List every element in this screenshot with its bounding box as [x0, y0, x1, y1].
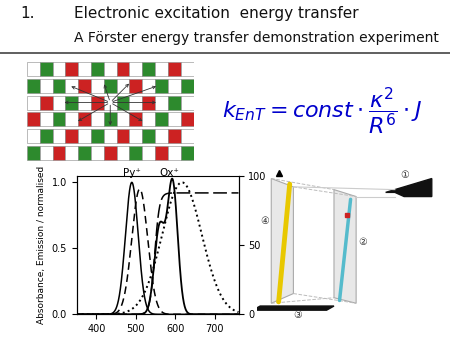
Bar [168, 62, 181, 76]
Bar [78, 129, 91, 143]
Bar [155, 62, 168, 76]
Bar [53, 112, 65, 126]
Bar [40, 96, 53, 110]
Bar [117, 62, 130, 76]
Bar [104, 96, 117, 110]
Text: Electronic excitation  energy transfer: Electronic excitation energy transfer [74, 6, 359, 22]
Bar [78, 62, 91, 76]
Bar [27, 62, 40, 76]
Bar [27, 79, 40, 93]
Bar [27, 146, 40, 160]
Bar [142, 112, 155, 126]
Bar [40, 129, 53, 143]
Bar [91, 79, 104, 93]
Bar [142, 62, 155, 76]
Bar [91, 146, 104, 160]
Polygon shape [386, 178, 432, 197]
Polygon shape [334, 190, 356, 303]
Bar [142, 146, 155, 160]
Bar [27, 112, 40, 126]
Bar [53, 79, 65, 93]
Polygon shape [271, 178, 293, 303]
Bar [168, 112, 181, 126]
Bar [104, 129, 117, 143]
Bar [78, 96, 91, 110]
Bar [53, 62, 65, 76]
Bar [91, 112, 104, 126]
Bar [104, 62, 117, 76]
Bar [130, 146, 142, 160]
Bar [65, 79, 78, 93]
Bar [155, 146, 168, 160]
Polygon shape [253, 306, 334, 310]
Text: ②: ② [358, 237, 367, 247]
Bar [130, 129, 142, 143]
Text: ①: ① [400, 170, 409, 180]
Bar [130, 79, 142, 93]
Bar [40, 112, 53, 126]
Bar [91, 96, 104, 110]
Bar [40, 62, 53, 76]
Bar [27, 129, 40, 143]
Bar [65, 146, 78, 160]
Bar [155, 129, 168, 143]
Bar [142, 79, 155, 93]
Bar [181, 146, 194, 160]
Bar [65, 112, 78, 126]
Bar [181, 129, 194, 143]
Bar [181, 79, 194, 93]
Y-axis label: Absorbance, Emission / normalised: Absorbance, Emission / normalised [37, 166, 46, 324]
Bar [181, 96, 194, 110]
Bar [155, 79, 168, 93]
Bar [65, 62, 78, 76]
Bar [130, 62, 142, 76]
Bar [65, 129, 78, 143]
Bar [65, 96, 78, 110]
Bar [91, 62, 104, 76]
Bar [130, 112, 142, 126]
Bar [40, 146, 53, 160]
Bar [91, 129, 104, 143]
Bar [155, 96, 168, 110]
Bar [117, 112, 130, 126]
Bar [104, 79, 117, 93]
Bar [104, 112, 117, 126]
Text: 1.: 1. [20, 6, 35, 22]
Bar [53, 146, 65, 160]
Bar [117, 129, 130, 143]
Bar [117, 96, 130, 110]
Bar [117, 146, 130, 160]
Bar [40, 79, 53, 93]
Bar [168, 146, 181, 160]
Bar [155, 112, 168, 126]
Bar [142, 96, 155, 110]
Bar [181, 112, 194, 126]
Bar [27, 96, 40, 110]
Bar [181, 62, 194, 76]
Bar [117, 79, 130, 93]
Bar [168, 129, 181, 143]
Text: Ox⁺: Ox⁺ [159, 168, 179, 178]
Bar [78, 79, 91, 93]
Bar [104, 146, 117, 160]
Bar [142, 129, 155, 143]
Bar [78, 146, 91, 160]
Bar [78, 112, 91, 126]
Bar [168, 96, 181, 110]
Text: A Förster energy transfer demonstration experiment: A Förster energy transfer demonstration … [74, 31, 439, 45]
Text: Py⁺: Py⁺ [123, 168, 141, 178]
Bar [168, 79, 181, 93]
Bar [53, 96, 65, 110]
Text: ④: ④ [260, 216, 269, 226]
Text: ③: ③ [293, 311, 302, 320]
Bar [53, 129, 65, 143]
Text: $k_{EnT} = const \cdot \dfrac{\kappa^{2}}{R^{6}} \cdot J$: $k_{EnT} = const \cdot \dfrac{\kappa^{2}… [222, 85, 422, 137]
Y-axis label: Transmission / %: Transmission / % [272, 207, 281, 283]
Bar [130, 96, 142, 110]
